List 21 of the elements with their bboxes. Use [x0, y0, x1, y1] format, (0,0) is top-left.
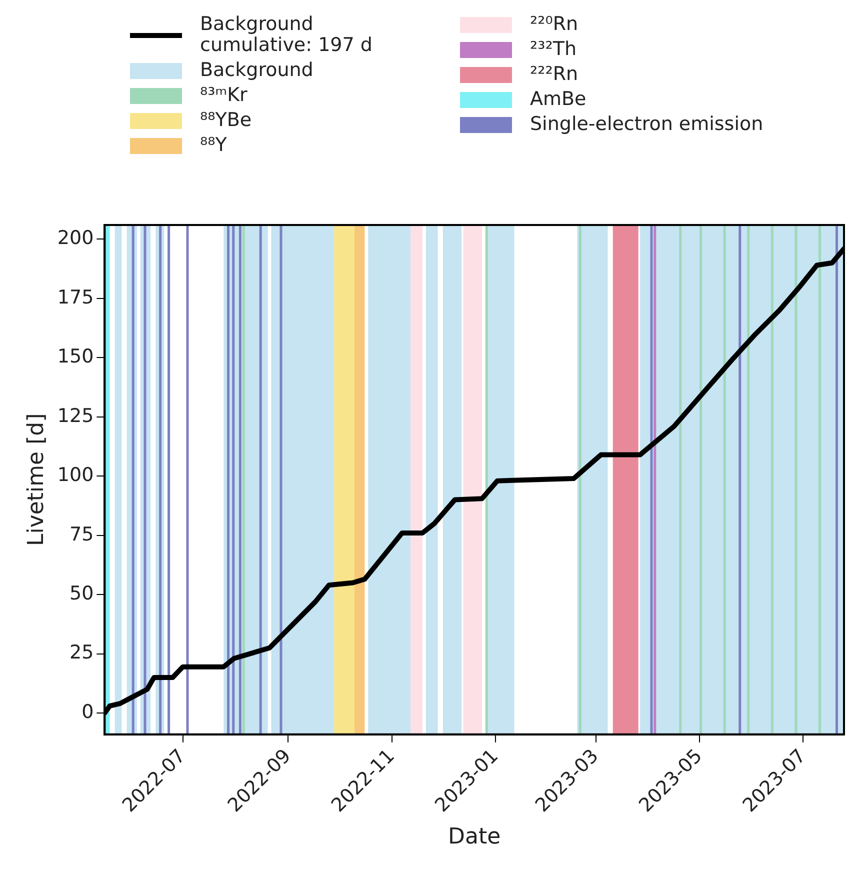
legend-label: ⁸⁸YBe [200, 109, 252, 131]
legend-label: Single-electron emission [530, 113, 764, 135]
y-tick-label: 200 [57, 227, 94, 250]
y-tick-label: 100 [57, 464, 94, 486]
legend-label: ²²²Rn [530, 63, 578, 85]
legend-label: AmBe [530, 88, 586, 110]
y-tick-label: 25 [69, 642, 94, 664]
legend-label: ⁸⁸Y [200, 134, 227, 156]
legend-label: ⁸³ᵐKr [200, 84, 248, 106]
y-tick-label: 125 [57, 404, 94, 427]
legend-label: ²²⁰Rn [530, 13, 578, 35]
legend-label: Background cumulative: 197 d [200, 13, 374, 56]
y-axis-title: Livetime [d] [24, 413, 49, 546]
x-axis-title: Date [448, 824, 501, 850]
y-tick-label: 150 [57, 346, 94, 368]
y-tick-label: 0 [82, 700, 94, 723]
y-tick-label: 175 [57, 286, 94, 308]
y-tick-label: 50 [69, 582, 94, 605]
y-tick-label: 75 [69, 523, 94, 546]
legend-label: ²³²Th [530, 38, 576, 60]
legend-label: Background [200, 59, 314, 81]
